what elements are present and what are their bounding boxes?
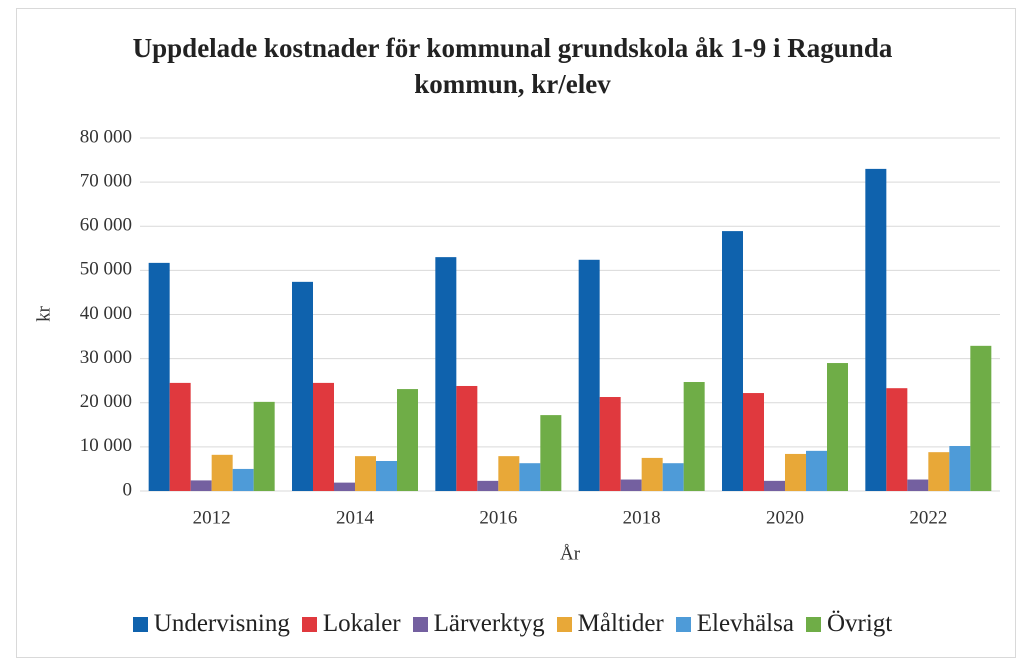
y-tick-label: 60 000 <box>80 215 132 236</box>
y-tick-label: 50 000 <box>80 259 132 280</box>
bar <box>190 480 212 491</box>
bar <box>578 259 600 491</box>
legend-swatch <box>132 616 148 632</box>
legend-item: Övrigt <box>805 610 893 638</box>
bar <box>865 168 887 491</box>
bar <box>785 453 806 491</box>
y-tick-label: 0 <box>123 479 133 500</box>
legend-item: Elevhälsa <box>675 610 794 638</box>
x-tick-label: 2018 <box>623 507 661 528</box>
legend-label: Lokaler <box>322 610 401 637</box>
legend-item: Måltider <box>556 610 664 638</box>
bar <box>722 231 743 491</box>
y-tick-label: 20 000 <box>80 391 132 412</box>
bar <box>355 456 376 491</box>
chart-frame <box>16 8 1016 658</box>
legend-swatch <box>556 616 572 632</box>
bar <box>477 480 499 491</box>
bar <box>334 482 355 491</box>
y-axis-title: kr <box>33 305 54 322</box>
bar <box>827 363 848 491</box>
x-tick-label: 2020 <box>766 507 804 528</box>
bar <box>313 382 334 491</box>
legend-label: Övrigt <box>826 610 893 637</box>
bar <box>435 257 457 491</box>
bar <box>928 452 950 491</box>
bar <box>292 281 313 491</box>
legend-swatch <box>805 616 821 632</box>
bar <box>253 401 275 491</box>
legend: Undervisning Lokaler Lärverktyg Måltider Ele… <box>0 610 1025 638</box>
bar <box>806 450 827 491</box>
y-tick-label: 70 000 <box>80 170 132 191</box>
y-tick-label: 40 000 <box>80 303 132 324</box>
legend-swatch <box>675 616 691 632</box>
x-tick-label: 2016 <box>479 507 517 528</box>
bar <box>907 479 929 491</box>
legend-label: Elevhälsa <box>696 610 794 637</box>
legend-swatch <box>301 616 317 632</box>
bar <box>886 388 908 491</box>
bar <box>169 382 191 491</box>
bar <box>148 262 170 491</box>
bar <box>641 457 663 491</box>
bar <box>498 456 520 491</box>
bar <box>376 460 397 491</box>
x-tick-label: 2012 <box>193 507 231 528</box>
y-tick-label: 10 000 <box>80 435 132 456</box>
bar <box>397 389 418 491</box>
chart-title: Uppdelade kostnader för kommunal grundsk… <box>132 33 893 99</box>
y-tick-label: 30 000 <box>80 347 132 368</box>
bar <box>743 393 764 491</box>
legend-item: Lärverktyg <box>412 610 545 638</box>
bar <box>683 382 705 491</box>
bar <box>662 463 684 491</box>
bar <box>232 468 254 491</box>
bar <box>599 397 621 491</box>
legend-item: Undervisning <box>132 610 290 638</box>
legend-label: Måltider <box>577 610 664 637</box>
legend-label: Lärverktyg <box>433 610 545 637</box>
bar <box>211 454 233 491</box>
bar <box>519 463 541 491</box>
legend-swatch <box>412 616 428 632</box>
x-tick-label: 2022 <box>909 507 947 528</box>
x-tick-label: 2014 <box>336 507 375 528</box>
y-tick-label: 80 000 <box>80 126 132 147</box>
bar <box>949 445 971 491</box>
bar <box>620 479 642 491</box>
bar <box>540 415 562 491</box>
legend-item: Lokaler <box>301 610 401 638</box>
bar <box>456 385 478 491</box>
legend-label: Undervisning <box>153 610 290 637</box>
x-axis-title: År <box>560 543 581 564</box>
bar <box>970 345 992 491</box>
bar <box>764 480 785 491</box>
